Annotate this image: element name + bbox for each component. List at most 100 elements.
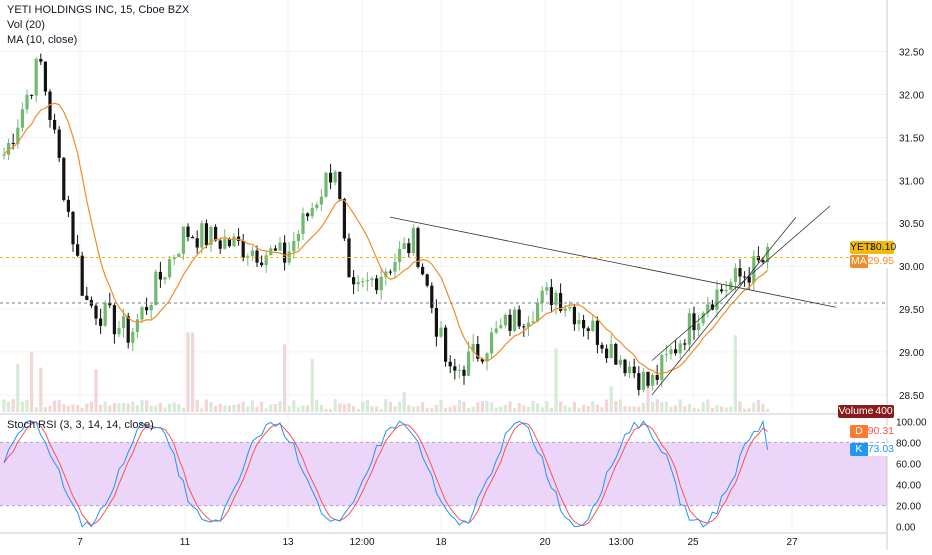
candle	[526, 322, 530, 328]
candle	[692, 313, 696, 331]
candle	[669, 349, 673, 355]
candle	[425, 274, 429, 286]
volume-bar	[181, 408, 185, 412]
volume-bar	[283, 344, 287, 412]
candle	[168, 259, 172, 278]
volume-bar	[310, 359, 314, 412]
volume-bar	[517, 403, 521, 412]
volume-bar	[342, 404, 346, 412]
candle	[710, 304, 714, 310]
time-tick-label: 27	[786, 537, 798, 548]
price-tick-label: 30.50	[899, 219, 924, 230]
candle	[273, 248, 277, 251]
volume-bar	[260, 401, 264, 412]
candle	[747, 276, 751, 283]
candle	[568, 306, 572, 309]
volume-bar	[674, 405, 678, 412]
volume-bar	[7, 401, 11, 412]
candle	[283, 242, 287, 263]
volume-bar	[683, 406, 687, 412]
candle	[223, 238, 227, 249]
volume-bar	[582, 404, 586, 412]
volume-bar	[729, 406, 733, 412]
volume-bar	[614, 401, 618, 412]
candle	[85, 295, 89, 300]
candle	[43, 61, 47, 92]
candle	[264, 255, 268, 266]
last-price-badge: YETI 30.10	[850, 241, 896, 254]
volume-bar	[319, 405, 323, 412]
volume-bar	[738, 401, 742, 412]
candle	[80, 255, 84, 296]
volume-bar	[379, 408, 383, 412]
volume-bar	[641, 402, 645, 412]
candle	[701, 312, 705, 324]
candle	[306, 213, 310, 217]
stoch-k-value: 73.03	[867, 443, 894, 456]
candle	[246, 256, 250, 258]
volume-bar	[292, 400, 296, 412]
volume-bar	[16, 363, 20, 412]
volume-bar	[637, 406, 641, 412]
volume-bar	[678, 399, 682, 412]
volume-bar	[697, 408, 701, 412]
ma-badge: MA 29.95	[850, 255, 894, 268]
candle	[600, 344, 604, 349]
volume-bar	[531, 400, 535, 412]
volume-bar	[628, 406, 632, 412]
candle	[536, 302, 540, 322]
volume-bar	[513, 407, 517, 412]
candle	[462, 369, 466, 376]
candle	[131, 331, 135, 343]
time-tick-label: 25	[687, 537, 699, 548]
volume-bar	[724, 407, 728, 412]
volume-bar	[2, 399, 6, 412]
volume-bar	[168, 403, 172, 412]
candle	[513, 309, 517, 331]
volume-bar	[227, 405, 231, 412]
candle	[324, 172, 328, 197]
candle	[352, 277, 356, 285]
candle	[411, 228, 415, 254]
volume-bar	[747, 408, 751, 412]
volume-bar	[411, 406, 415, 412]
volume-bar	[149, 405, 153, 412]
volume-bar	[62, 404, 66, 412]
volume-bar	[490, 402, 494, 412]
candle	[480, 358, 484, 362]
candle	[434, 308, 438, 337]
candle	[393, 262, 397, 272]
time-tick-label: 7	[77, 537, 83, 548]
candle	[333, 171, 337, 183]
candle	[453, 366, 457, 371]
candle	[25, 94, 29, 110]
candle	[586, 328, 590, 331]
candle	[158, 271, 162, 280]
candle	[232, 236, 236, 247]
volume-bar	[471, 406, 475, 412]
volume-bar	[743, 408, 747, 412]
candle	[517, 309, 521, 327]
volume-bar	[356, 408, 360, 412]
volume-bar	[646, 370, 650, 412]
trendline	[651, 205, 831, 361]
volume-bar	[30, 351, 34, 412]
candle	[214, 226, 218, 241]
volume-bar	[384, 399, 388, 412]
stoch-tick-label: 80.00	[896, 438, 921, 449]
volume-bar	[660, 402, 664, 412]
volume-bar	[76, 404, 80, 412]
candle	[108, 302, 112, 306]
volume-bar	[214, 405, 218, 412]
candle	[554, 293, 558, 305]
volume-bar	[43, 407, 47, 412]
candle	[117, 328, 121, 335]
volume-bar	[338, 403, 342, 412]
volume-bar	[715, 405, 719, 412]
candle	[191, 236, 195, 239]
stoch-k-key: K	[855, 443, 863, 455]
candle	[48, 91, 52, 120]
candle	[375, 278, 379, 291]
